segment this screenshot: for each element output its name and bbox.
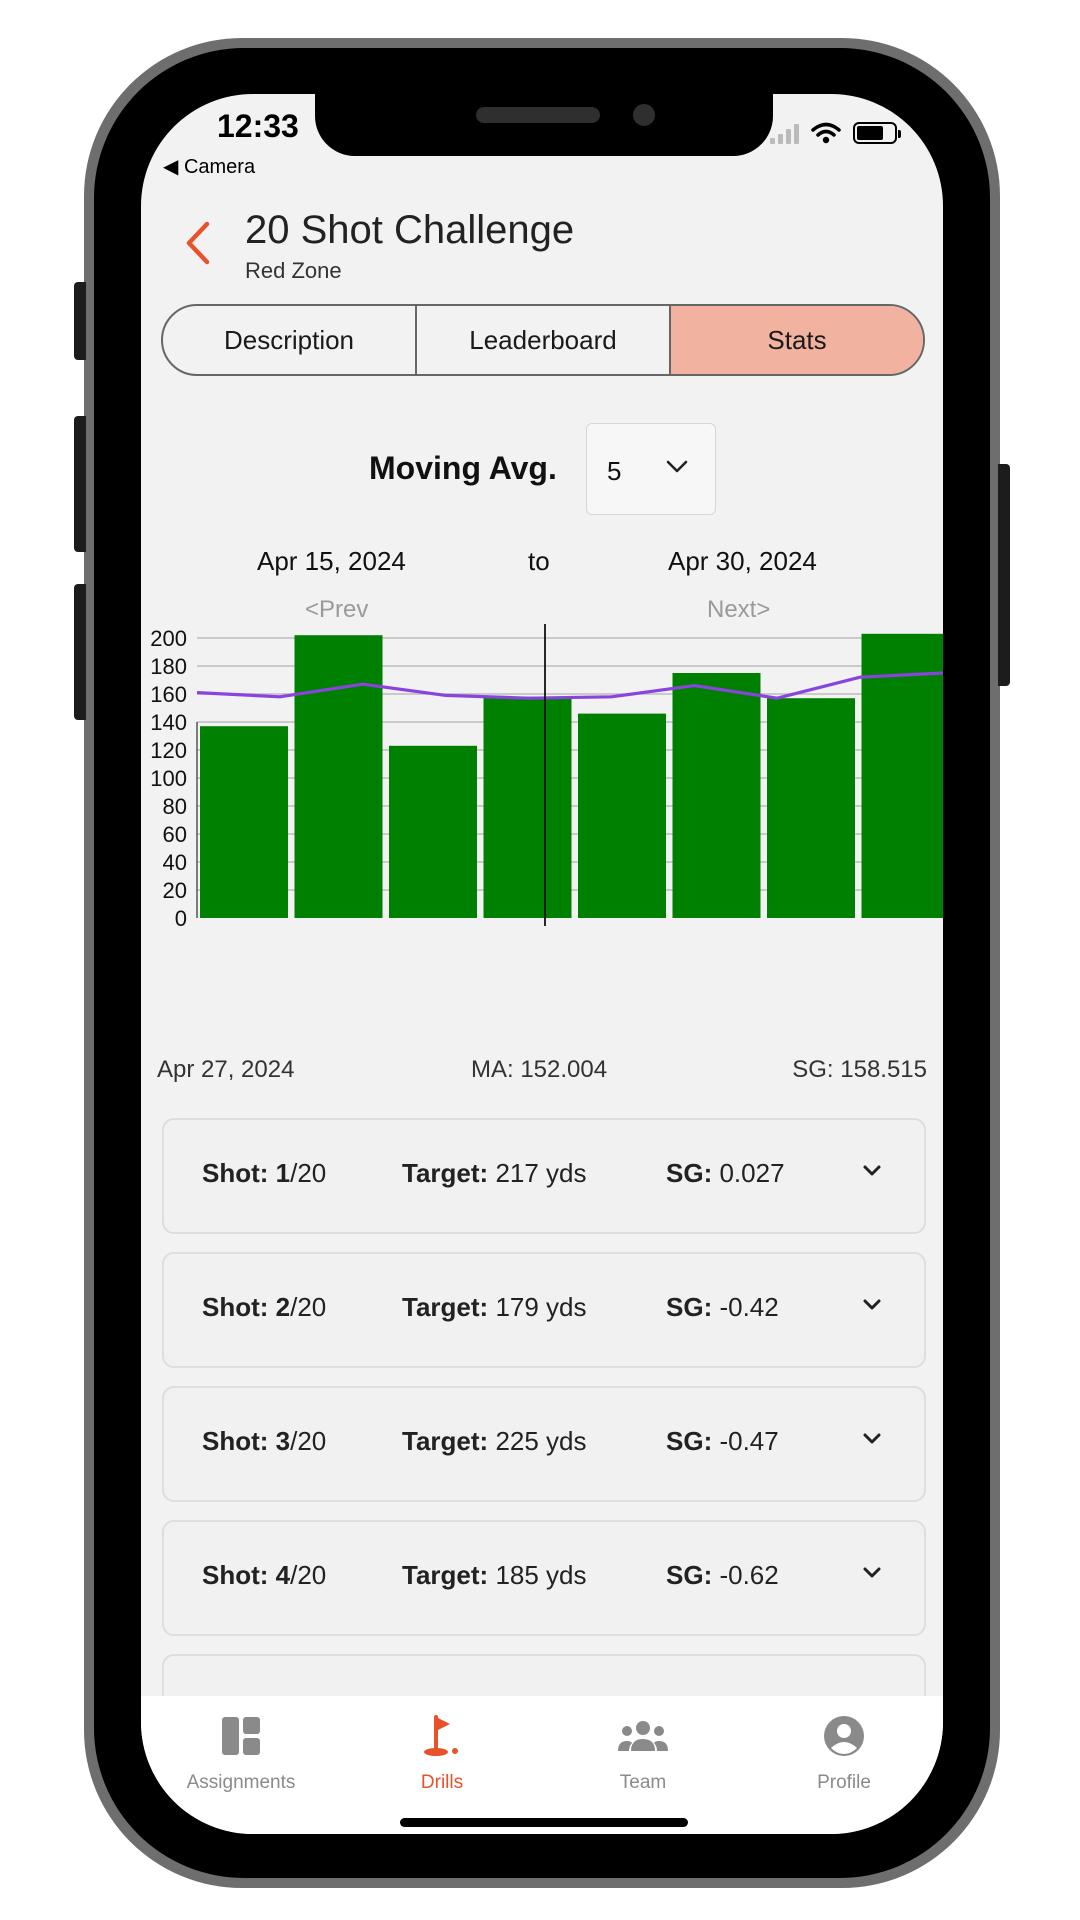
date-range-start: Apr 15, 2024 <box>257 546 406 576</box>
cellular-signal-icon <box>770 122 799 144</box>
shot-strokes-gained: SG: 0.027 <box>666 1158 785 1188</box>
prev-link[interactable]: <Prev <box>305 596 369 623</box>
shot-card[interactable]: Shot: 2/20 Target: 179 yds SG: -0.42 <box>162 1252 926 1368</box>
shot-strokes-gained: SG: -0.42 <box>666 1292 779 1322</box>
shot-number: Shot: 3/20 <box>202 1426 327 1456</box>
bar <box>672 673 761 918</box>
shot-card[interactable]: Shot: 1/20 Target: 217 yds SG: 0.027 <box>162 1118 926 1234</box>
moving-avg-select[interactable]: 5 <box>586 423 716 515</box>
shot-card[interactable]: Shot: 3/20 Target: 225 yds SG: -0.47 <box>162 1386 926 1502</box>
bottom-tab-bar: Assignments Drills <box>141 1696 943 1834</box>
tab-stats[interactable]: Stats <box>671 306 923 374</box>
nav-label: Drills <box>420 1772 464 1793</box>
page-title: 20 Shot Challenge <box>245 208 575 252</box>
date-range-end: Apr 30, 2024 <box>668 546 817 576</box>
notch <box>315 94 773 156</box>
nav-label: Assignments <box>186 1772 296 1793</box>
bar <box>578 713 666 918</box>
y-tick-label: 0 <box>175 906 187 931</box>
bar <box>294 635 383 918</box>
back-chevron-icon[interactable] <box>179 218 219 268</box>
y-tick-label: 60 <box>163 822 187 847</box>
shot-number: Shot: 1/20 <box>202 1158 327 1188</box>
nav-drills[interactable]: Drills <box>342 1710 542 1794</box>
y-tick-label: 140 <box>150 710 187 735</box>
y-tick-label: 100 <box>150 766 187 791</box>
y-tick-label: 200 <box>150 626 187 651</box>
tab-leaderboard[interactable]: Leaderboard <box>417 306 671 374</box>
profile-icon <box>824 1716 864 1756</box>
back-to-app-link[interactable]: ◀ Camera <box>163 156 256 178</box>
speaker-grill <box>476 107 600 123</box>
moving-average-line <box>196 671 943 700</box>
shot-card[interactable]: Shot: 4/20 Target: 185 yds SG: -0.62 <box>162 1520 926 1636</box>
bar <box>200 726 288 918</box>
shot-target: Target: 179 yds <box>402 1292 587 1322</box>
shot-number: Shot: 2/20 <box>202 1292 327 1322</box>
nav-assignments[interactable]: Assignments <box>141 1710 341 1794</box>
y-tick-label: 40 <box>163 850 187 875</box>
bar <box>767 698 855 918</box>
golf-flag-icon <box>424 1715 458 1756</box>
status-time: 12:33 <box>217 108 299 144</box>
screen: 12:33 ◀ Camera 20 Shot Challenge Red Zon… <box>141 94 943 1834</box>
battery-icon <box>853 122 901 144</box>
volume-up-button <box>74 416 86 552</box>
nav-team[interactable]: Team <box>543 1710 743 1794</box>
nav-label: Profile <box>817 1772 871 1793</box>
nav-label: Team <box>619 1772 667 1793</box>
y-tick-label: 20 <box>163 878 187 903</box>
chevron-down-icon[interactable] <box>862 1298 882 1312</box>
wifi-icon <box>811 122 841 144</box>
tab-description[interactable]: Description <box>163 306 417 374</box>
shot-strokes-gained: SG: -0.62 <box>666 1560 779 1590</box>
y-tick-label: 180 <box>150 654 187 679</box>
back-app-label: Camera <box>183 156 256 178</box>
moving-avg-value: 5 <box>607 456 622 486</box>
volume-down-button <box>74 584 86 720</box>
next-link[interactable]: Next> <box>707 596 771 623</box>
bar <box>483 696 572 918</box>
shot-strokes-gained: SG: -0.47 <box>666 1426 779 1456</box>
dashboard-icon <box>222 1717 260 1755</box>
page-subtitle: Red Zone <box>245 258 342 283</box>
shot-target: Target: 185 yds <box>402 1560 587 1590</box>
front-camera <box>633 104 655 126</box>
shot-number: Shot: 4/20 <box>202 1560 327 1590</box>
chevron-down-icon[interactable] <box>862 1432 882 1446</box>
chevron-down-icon[interactable] <box>862 1566 882 1580</box>
team-icon <box>618 1721 668 1751</box>
stats-chart[interactable]: 0 20 40 60 80 100 120 140 160 180 200 <box>141 624 943 1004</box>
status-icons <box>770 122 901 144</box>
nav-profile[interactable]: Profile <box>744 1710 943 1794</box>
y-tick-label: 160 <box>150 682 187 707</box>
shot-target: Target: 217 yds <box>402 1158 587 1188</box>
bar <box>861 633 943 918</box>
power-button <box>998 464 1010 686</box>
moving-avg-label: Moving Avg. <box>369 450 557 486</box>
chevron-down-icon <box>666 460 688 473</box>
silent-switch <box>74 282 86 360</box>
selected-date: Apr 27, 2024 <box>157 1056 295 1083</box>
y-tick-label: 120 <box>150 738 187 763</box>
shot-target: Target: 225 yds <box>402 1426 587 1456</box>
segmented-tabs: Description Leaderboard Stats <box>161 304 925 376</box>
y-tick-label: 80 <box>163 794 187 819</box>
home-indicator <box>400 1818 688 1827</box>
selected-strokes-gained: SG: 158.515 <box>792 1056 927 1083</box>
date-range-to: to <box>528 546 550 576</box>
bar <box>389 745 477 918</box>
selected-moving-avg: MA: 152.004 <box>471 1056 608 1083</box>
chevron-down-icon[interactable] <box>862 1164 882 1178</box>
